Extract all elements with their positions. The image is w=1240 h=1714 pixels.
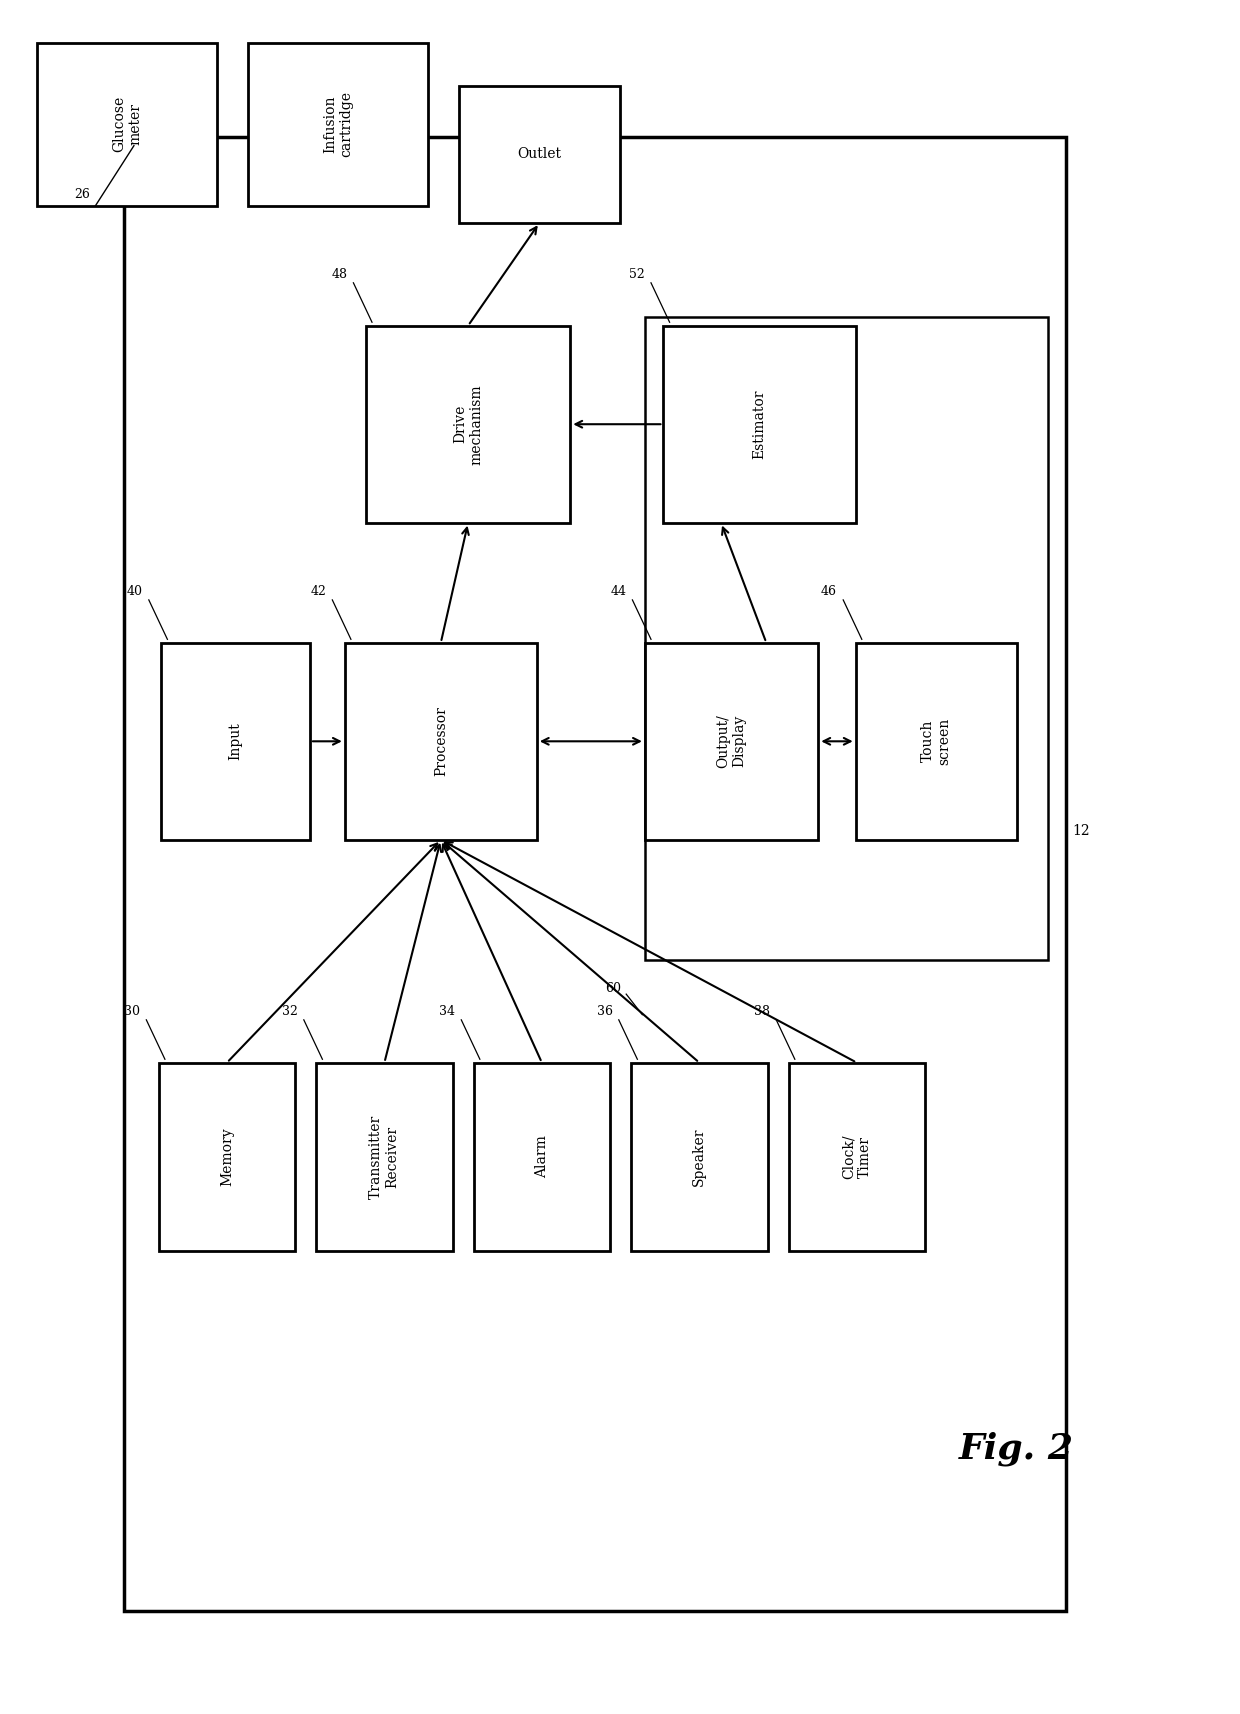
Bar (37, 43, 217, 206)
Text: Outlet: Outlet (517, 147, 562, 161)
Text: Touch
screen: Touch screen (921, 718, 951, 764)
Text: 44: 44 (610, 584, 626, 598)
Text: 12: 12 (1073, 824, 1090, 838)
Text: Transmitter
Receiver: Transmitter Receiver (370, 1114, 399, 1200)
Text: 40: 40 (126, 584, 143, 598)
Text: 38: 38 (754, 1004, 770, 1018)
Text: 52: 52 (629, 267, 645, 281)
Text: Glucose
meter: Glucose meter (112, 96, 143, 153)
Bar (161, 643, 310, 840)
Bar (159, 1063, 295, 1251)
Text: Infusion
cartridge: Infusion cartridge (322, 91, 353, 158)
Text: Memory: Memory (219, 1128, 234, 1186)
Bar (645, 317, 1048, 960)
Bar (631, 1063, 768, 1251)
Text: 60: 60 (605, 982, 621, 996)
Text: Estimator: Estimator (753, 389, 766, 459)
Text: Drive
mechanism: Drive mechanism (453, 384, 484, 464)
Bar (248, 43, 428, 206)
Text: 32: 32 (281, 1004, 298, 1018)
Text: Fig. 2: Fig. 2 (960, 1431, 1074, 1465)
Bar (789, 1063, 925, 1251)
Text: Processor: Processor (434, 706, 448, 776)
Text: 48: 48 (331, 267, 347, 281)
Text: 36: 36 (596, 1004, 613, 1018)
Bar (124, 137, 1066, 1611)
Text: 30: 30 (124, 1004, 140, 1018)
Bar (474, 1063, 610, 1251)
Text: 26: 26 (74, 187, 91, 201)
Text: Output/
Display: Output/ Display (717, 715, 746, 768)
Text: Alarm: Alarm (534, 1135, 549, 1179)
Text: Speaker: Speaker (692, 1128, 707, 1186)
Text: 34: 34 (439, 1004, 455, 1018)
Bar (663, 326, 856, 523)
Bar (366, 326, 570, 523)
Bar (345, 643, 537, 840)
Text: Clock/
Timer: Clock/ Timer (842, 1135, 872, 1179)
Bar (459, 86, 620, 223)
Text: 46: 46 (821, 584, 837, 598)
Bar (856, 643, 1017, 840)
Bar (316, 1063, 453, 1251)
Text: Input: Input (228, 722, 243, 761)
Text: 42: 42 (310, 584, 326, 598)
Bar (645, 643, 818, 840)
